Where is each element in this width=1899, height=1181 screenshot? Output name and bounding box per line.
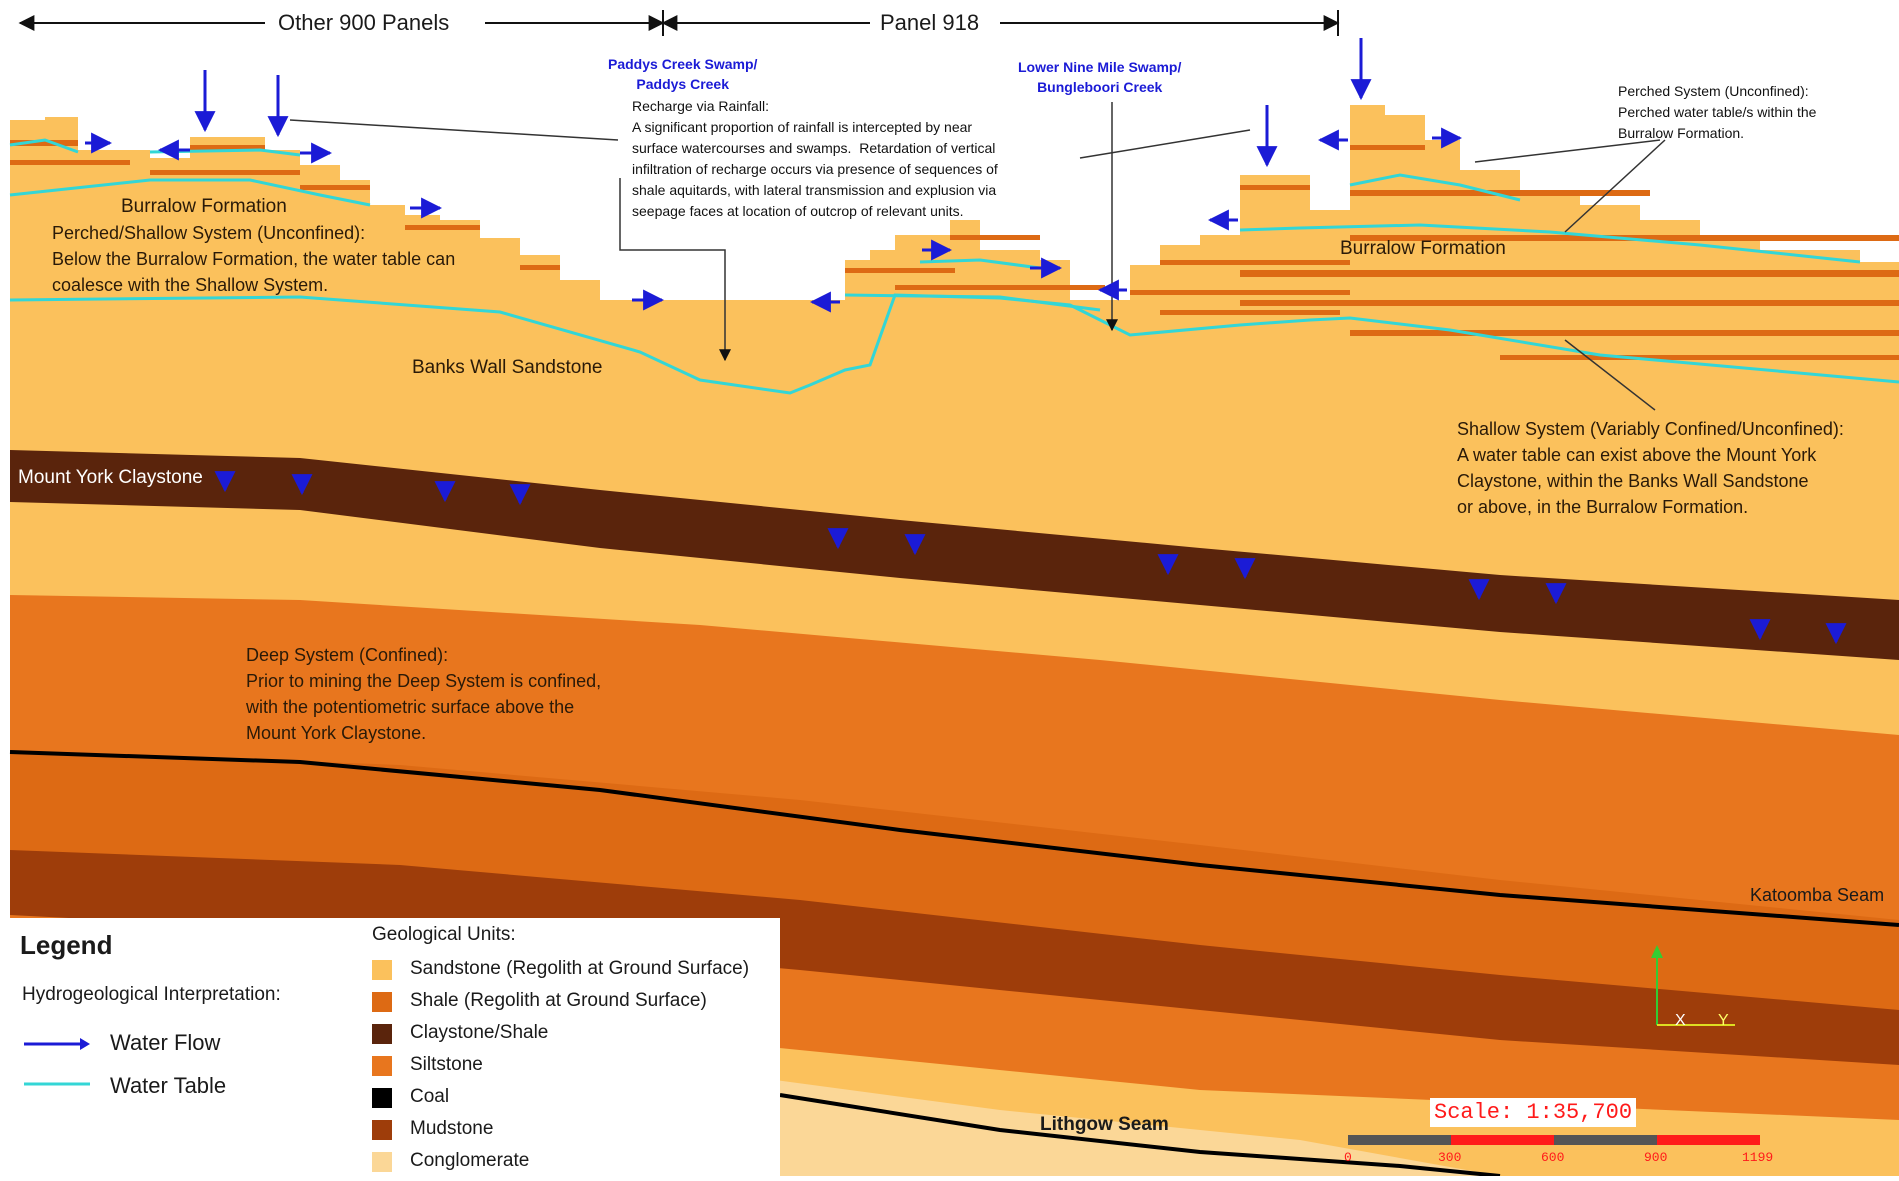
scale-tick-900: 900 [1644,1150,1668,1165]
swatch-conglomerate [372,1152,392,1172]
swatch-claystone [372,1024,392,1044]
mount-york-claystone-band [10,450,1899,660]
perched-system-note: Perched System (Unconfined): Perched wat… [1618,83,1817,141]
paddys-creek-swamp-label: Paddys Creek Swamp/ Paddys Creek [608,56,758,92]
legend-title: Legend [20,930,113,960]
scale-tick-1199: 1199 [1742,1150,1774,1165]
legend-item-conglomerate: Conglomerate [410,1150,530,1171]
conglomerate-band [700,1070,1500,1176]
legend-water-table: Water Table [110,1073,227,1098]
scale-tick-600: 600 [1541,1150,1565,1165]
water-tables [9,138,1899,395]
burralow-formation-label-right: Burralow Formation [1340,238,1506,259]
panel-918-label: Panel 918 [880,10,980,35]
legend-geo-heading: Geological Units: [372,924,516,945]
perched-shallow-note: Perched/Shallow System (Unconfined): Bel… [52,223,456,295]
swatch-siltstone [372,1056,392,1076]
legend-item-shale: Shale (Regolith at Ground Surface) [410,990,707,1011]
swatch-shale [372,992,392,1012]
burralow-formation-label-left: Burralow Formation [121,196,287,217]
other-panels-label: Other 900 Panels [278,10,450,35]
legend-item-mudstone: Mudstone [410,1118,494,1139]
legend-panel: Legend Hydrogeological Interpretation: W… [10,918,780,1176]
swatch-sandstone [372,960,392,980]
legend-water-flow: Water Flow [110,1030,221,1055]
water-table-legend-icon [24,1082,90,1086]
recharge-note: Recharge via Rainfall: A significant pro… [632,98,998,219]
shallow-system-note: Shallow System (Variably Confined/Unconf… [1457,419,1844,517]
swatch-coal [372,1088,392,1108]
lower-nine-mile-swamp-label: Lower Nine Mile Swamp/ Bungleboori Creek [1018,59,1182,95]
katoomba-coal-seam [9,750,1899,927]
katoomba-seam-label: Katoomba Seam [1750,885,1885,905]
scale-tick-0: 0 [1344,1150,1352,1165]
legend-item-siltstone: Siltstone [410,1054,483,1075]
lithgow-seam-label: Lithgow Seam [1040,1114,1169,1135]
leader-lines [289,102,1666,411]
banks-wall-sandstone-label: Banks Wall Sandstone [412,357,603,378]
water-flow-arrows [85,38,1847,645]
scale-bar [1348,1135,1760,1145]
scale-label: Scale: 1:35,700 [1430,1098,1637,1127]
axes-triad [1651,945,1735,1026]
mount-york-claystone-label: Mount York Claystone [18,467,203,488]
legend-item-claystone: Claystone/Shale [410,1022,549,1043]
x-axis-label: X [1675,1012,1686,1029]
swatch-mudstone [372,1120,392,1140]
scale-tick-300: 300 [1438,1150,1462,1165]
legend-item-coal: Coal [410,1086,450,1107]
water-flow-legend-icon [24,1038,90,1050]
legend-hydro-heading: Hydrogeological Interpretation: [22,984,281,1005]
panel-extent-arrows [18,10,1340,36]
y-axis-label: Y [1718,1012,1729,1029]
legend-item-sandstone: Sandstone (Regolith at Ground Surface) [410,958,750,979]
lithgow-coal-seam [779,1093,1501,1178]
deep-system-note: Deep System (Confined): Prior to mining … [246,645,602,743]
